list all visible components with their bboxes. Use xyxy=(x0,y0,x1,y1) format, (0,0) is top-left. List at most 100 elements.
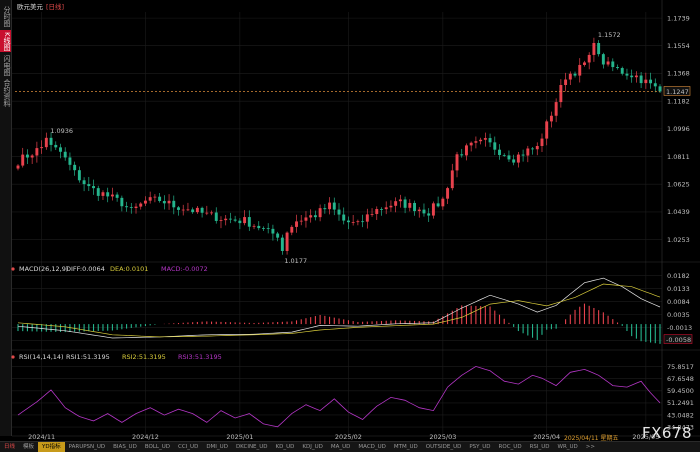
candle xyxy=(40,147,44,149)
rsi-tick-label: 67.6548 xyxy=(667,375,694,383)
candle xyxy=(200,207,204,213)
candle xyxy=(243,217,247,224)
candle xyxy=(394,201,398,206)
candle xyxy=(110,194,114,197)
candle xyxy=(370,214,374,215)
macd-tick-label: 0.0084 xyxy=(667,298,690,306)
rsi-tick-label: 59.4500 xyxy=(667,387,694,395)
tab-kline[interactable]: K线图 xyxy=(0,30,11,52)
candle xyxy=(380,209,383,210)
candle xyxy=(545,121,549,139)
annotation-high: 1.1572 xyxy=(598,31,621,39)
candle xyxy=(403,199,407,208)
candle xyxy=(238,220,242,224)
bottom-tab[interactable]: 模板 xyxy=(23,444,35,450)
candle xyxy=(177,207,180,210)
candle xyxy=(455,154,459,171)
candle xyxy=(413,202,416,212)
candle xyxy=(228,218,232,220)
candle xyxy=(365,214,369,222)
candle xyxy=(290,226,294,233)
bottom-tab[interactable]: 日线 xyxy=(4,444,16,450)
candle xyxy=(493,142,497,150)
bottom-tab[interactable]: KDJ_UD xyxy=(302,444,323,450)
candle xyxy=(276,233,280,238)
candle xyxy=(427,213,431,216)
time-tick-label: 2024/11 xyxy=(28,433,55,441)
candle xyxy=(639,75,643,84)
bottom-tab[interactable]: YD指标 xyxy=(38,442,65,452)
rsi-axis: 75.8517 67.6548 59.4500 51.2491 43.0482 34.84… xyxy=(667,363,694,431)
bottom-tab[interactable]: PSY_UD xyxy=(469,444,491,450)
price-tick-label: 1.0625 xyxy=(667,181,690,189)
bottom-tab[interactable]: >> xyxy=(585,444,596,450)
tab-timeshare[interactable]: 分时图 xyxy=(3,5,11,27)
candle xyxy=(129,207,133,208)
annotation-low: 1.0177 xyxy=(284,257,307,265)
bottom-tab[interactable]: PARUPSN_UD xyxy=(68,444,106,450)
time-tick-label: 2025/03 xyxy=(429,433,456,441)
candle xyxy=(592,43,596,55)
candle xyxy=(356,221,360,223)
candle xyxy=(384,207,388,210)
candle xyxy=(417,209,421,212)
candle xyxy=(601,54,605,65)
macd-value-label: MACD:-0.0072 xyxy=(161,265,208,273)
candle xyxy=(77,170,81,181)
candle xyxy=(63,151,67,158)
rsi2-label: RSI2:51.3195 xyxy=(122,353,166,361)
candle xyxy=(474,141,478,143)
macd-diff-line xyxy=(17,277,661,339)
candle xyxy=(68,157,72,165)
time-tick-label: 2025/01 xyxy=(226,433,253,441)
annotation-high-prev: 1.0936 xyxy=(50,127,73,135)
candle xyxy=(247,217,251,227)
candle xyxy=(540,138,544,146)
macd-label: MACD(26,12,9) xyxy=(19,265,68,273)
price-tick-label: 1.1368 xyxy=(667,70,690,78)
bottom-tab[interactable]: RSI_UD xyxy=(529,444,550,450)
time-tick-label: 2024/12 xyxy=(132,433,159,441)
candle xyxy=(346,220,350,223)
bottom-tab[interactable]: MTM_UD xyxy=(393,444,418,450)
candle xyxy=(337,209,341,215)
tab-contract-info[interactable]: 合约资料 xyxy=(3,79,11,107)
bottom-tab[interactable]: WR_UD xyxy=(557,444,578,450)
bottom-tab[interactable]: KD_UD xyxy=(275,444,295,450)
last-price-box xyxy=(663,86,691,96)
candle xyxy=(408,202,412,208)
candle xyxy=(526,148,530,156)
candle xyxy=(262,228,265,229)
candle xyxy=(436,203,440,207)
price-tick-label: 1.1739 xyxy=(667,14,690,22)
candle xyxy=(25,154,29,158)
candle xyxy=(498,149,501,156)
time-tick-label: 2025/05 xyxy=(632,433,659,441)
candles xyxy=(16,37,662,255)
price-tick-label: 1.0253 xyxy=(667,236,690,244)
candle xyxy=(464,145,468,156)
candle xyxy=(483,138,487,140)
candle xyxy=(351,222,355,223)
rsi-tick-label: 75.8517 xyxy=(667,363,694,371)
candle xyxy=(521,154,525,156)
candle xyxy=(398,199,402,202)
bottom-tab[interactable]: OUTSIDE_UD xyxy=(425,444,462,450)
candle xyxy=(450,170,454,189)
bottom-tab[interactable]: DKCINE_UD xyxy=(235,444,268,450)
candle xyxy=(469,142,473,146)
bottom-tab[interactable]: ROC_UD xyxy=(498,444,522,450)
price-chart[interactable]: 欧元美元 [日线] 1.1247 1.0936 1.0177 1.1572 1.… xyxy=(0,0,700,441)
candle xyxy=(507,155,511,160)
bottom-tab[interactable]: MA_UD xyxy=(330,444,351,450)
bottom-tab[interactable]: BIAS_UD xyxy=(113,444,137,450)
bottom-tab[interactable]: MACD_UD xyxy=(358,444,386,450)
bottom-tab[interactable]: DMI_UD xyxy=(206,444,228,450)
tab-flash[interactable]: 闪电图 xyxy=(3,54,11,76)
bottom-tab[interactable]: BOLL_UD xyxy=(144,444,170,450)
candle xyxy=(313,215,317,218)
rsi-label: RSI(14,14,14) xyxy=(19,353,64,361)
bottom-tab[interactable]: CCI_UD xyxy=(177,444,199,450)
candle xyxy=(554,102,558,116)
